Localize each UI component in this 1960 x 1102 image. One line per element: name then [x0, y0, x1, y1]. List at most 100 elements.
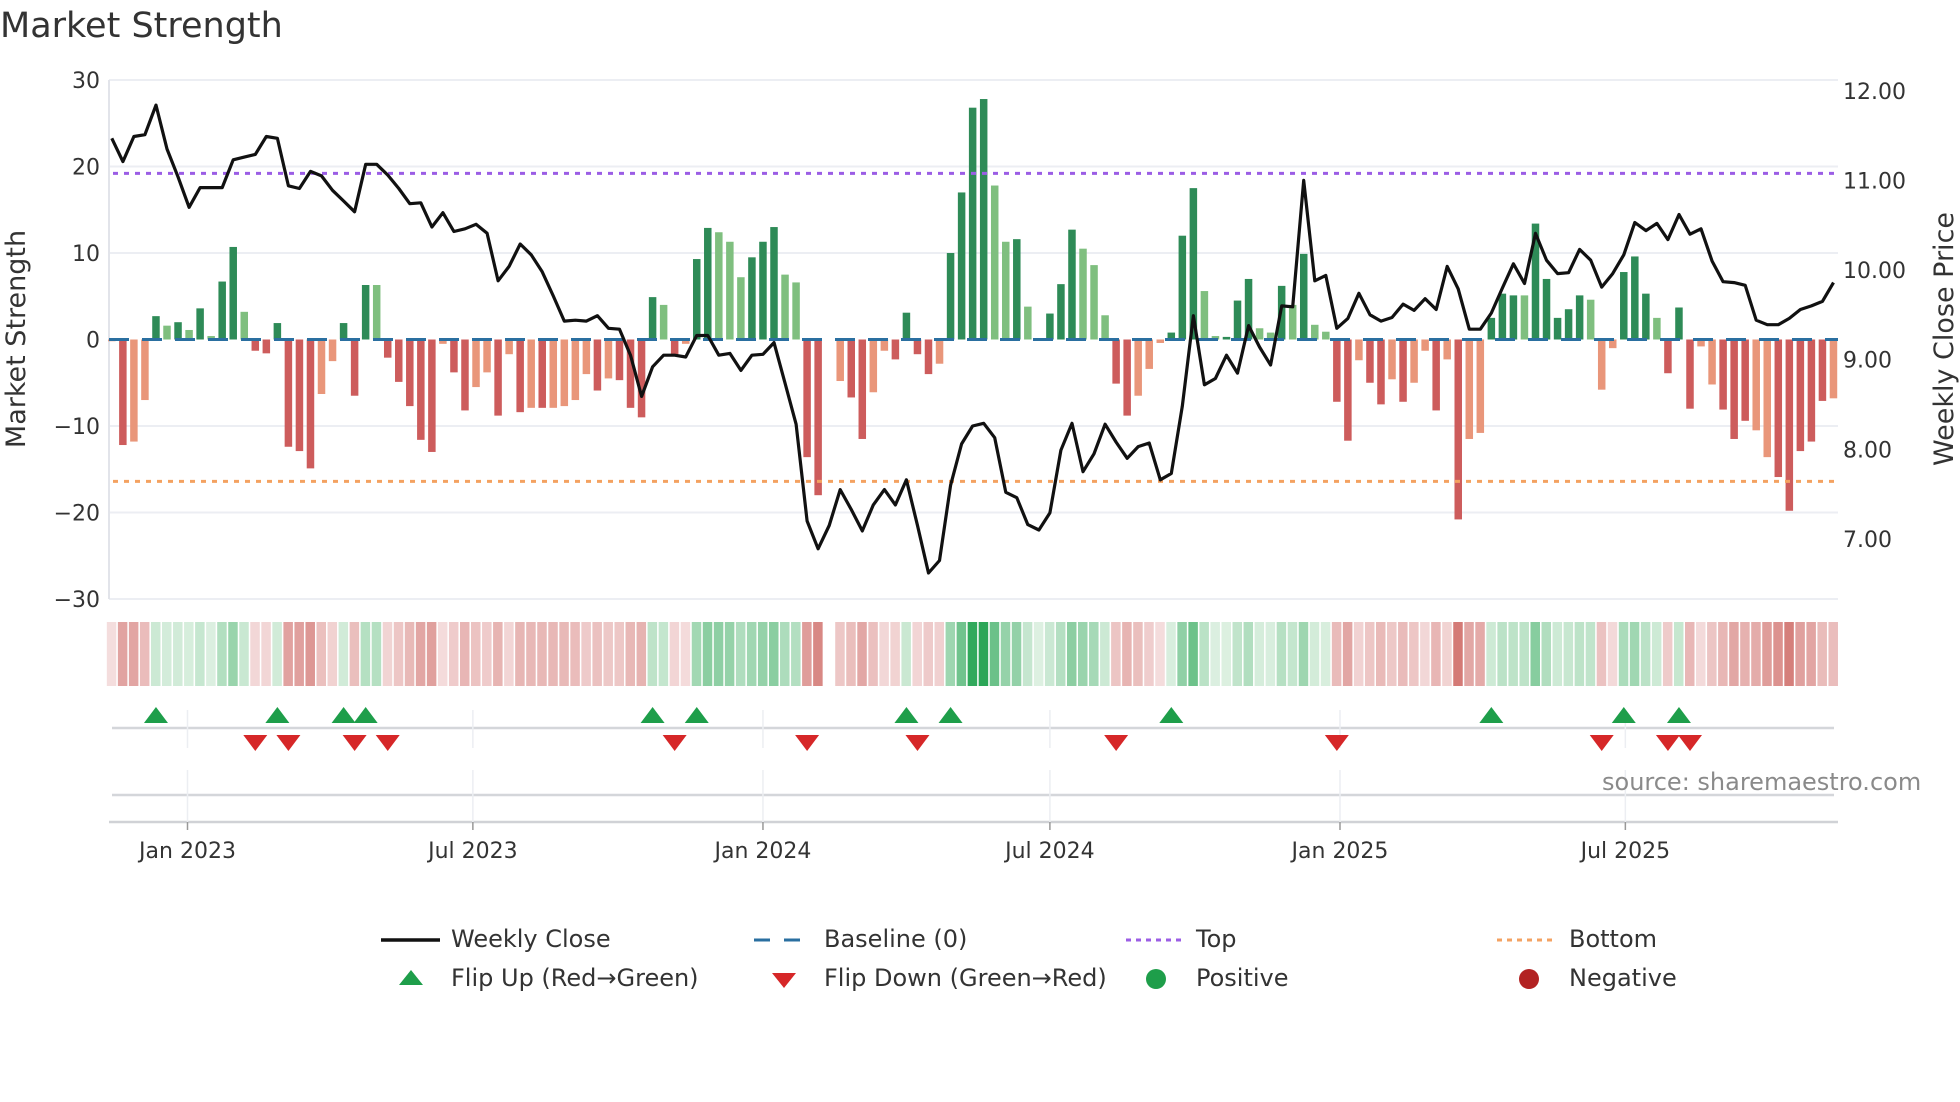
negative-bar — [1476, 339, 1485, 433]
strip-cell-negative — [1596, 622, 1607, 686]
positive-bar — [704, 227, 712, 340]
negative-bar — [461, 339, 469, 411]
legend-flip-down: Flip Down (Green→Red) — [824, 964, 1107, 992]
legend-negative: Negative — [1569, 964, 1677, 992]
negative-bar — [681, 339, 690, 344]
positive-bar — [1498, 293, 1507, 340]
weekly-close-line — [110, 103, 1835, 575]
strip-cell-positive — [1552, 622, 1563, 686]
flip-down-marker — [1677, 735, 1702, 751]
positive-bar — [1322, 331, 1330, 340]
positive-bar — [1531, 223, 1540, 340]
positive-bar — [152, 316, 160, 340]
negative-bar — [395, 339, 403, 382]
positive-bar — [1675, 307, 1683, 340]
strip-cell-positive — [1089, 622, 1099, 686]
negative-bar — [1697, 339, 1705, 347]
x-tick-label: Jul 2025 — [1579, 839, 1671, 864]
strip-cell-negative — [1331, 622, 1342, 686]
strip-cell-positive — [272, 622, 282, 686]
negative-bar — [869, 339, 878, 393]
negative-bar — [251, 339, 260, 351]
flip-up-marker — [640, 707, 665, 723]
strip-cell-positive — [1055, 622, 1066, 686]
negative-bar — [141, 339, 149, 401]
positive-bar — [163, 325, 171, 340]
negative-bar — [1829, 339, 1838, 399]
strip-cell-positive — [150, 622, 161, 686]
negative-bar — [560, 339, 569, 407]
strip-cell-negative — [1762, 622, 1772, 686]
strip-cell-positive — [1541, 622, 1552, 686]
y-tick-label: 20 — [72, 156, 100, 181]
strip-cell-negative — [603, 622, 613, 686]
negative-bar — [538, 339, 546, 408]
positive-bar — [792, 282, 800, 340]
positive-bar — [1211, 336, 1220, 340]
strip-cell-positive — [1044, 622, 1055, 686]
negative-bar — [1818, 339, 1827, 401]
flip-up-marker — [265, 707, 290, 723]
negative-bar — [1432, 339, 1440, 411]
positive-bar — [1090, 265, 1098, 340]
strip-cell-positive — [768, 622, 779, 686]
strip-cell-negative — [802, 622, 812, 686]
legend-flip-up: Flip Up (Red→Green) — [451, 964, 699, 992]
strip-cell-negative — [857, 622, 867, 686]
strip-cell-negative — [537, 622, 547, 686]
strip-cell-negative — [1607, 622, 1618, 686]
flip-up-marker — [1666, 707, 1691, 723]
negative-bar — [1355, 339, 1363, 361]
negative-bar — [1752, 339, 1760, 431]
strip-cell-negative — [283, 622, 293, 686]
strip-cell-positive — [1497, 622, 1507, 686]
legend-bottom: Bottom — [1569, 925, 1658, 953]
strip-cell-negative — [1828, 622, 1838, 686]
strip-cell-positive — [1000, 622, 1011, 686]
negative-bar — [527, 339, 535, 408]
positive-bar — [361, 285, 370, 340]
strip-cell-negative — [459, 622, 470, 686]
strip-cell-positive — [1177, 622, 1187, 686]
strip-cell-negative — [1718, 622, 1728, 686]
strip-cell-positive — [956, 622, 967, 686]
strip-cell-negative — [625, 622, 636, 686]
negative-bar — [1608, 339, 1617, 349]
negative-bar — [814, 339, 822, 496]
strip-cell-negative — [1144, 622, 1154, 686]
strip-cell-positive — [1100, 622, 1110, 686]
strip-cell-negative — [1375, 622, 1386, 686]
negative-bar — [119, 339, 127, 446]
positive-bar — [1046, 313, 1054, 340]
positive-bar — [946, 253, 955, 340]
strip-cell-negative — [1806, 622, 1816, 686]
x-tick-label: Jan 2023 — [137, 839, 236, 864]
negative-bar — [406, 339, 414, 407]
y-tick-label: 30 — [72, 69, 100, 94]
positive-bar — [1255, 328, 1264, 340]
strip-cell-negative — [1795, 622, 1805, 686]
negative-bar — [891, 339, 900, 360]
positive-bar — [1167, 332, 1176, 340]
flip-down-marker — [1589, 735, 1614, 751]
negative-bar — [935, 339, 944, 364]
strip-cell-positive — [1585, 622, 1596, 686]
negative-bar — [1377, 339, 1385, 405]
strip-cell-negative — [1784, 622, 1794, 686]
negative-bar — [1145, 339, 1153, 369]
strip-cell-negative — [890, 622, 900, 686]
positive-bar — [726, 241, 734, 340]
negative-bar — [1134, 339, 1142, 396]
negative-bar — [1807, 339, 1816, 442]
negative-bar — [1112, 339, 1120, 384]
strip-cell-negative — [471, 622, 481, 686]
positive-bar — [648, 297, 657, 340]
strip-cell-positive — [757, 622, 768, 686]
negative-bar — [317, 339, 326, 394]
negative-bar — [593, 339, 602, 391]
positive-bar — [1024, 306, 1032, 340]
strip-cell-negative — [1464, 622, 1474, 686]
strip-cell-positive — [1232, 622, 1243, 686]
negative-bar — [549, 339, 558, 408]
strip-cell-negative — [868, 622, 878, 686]
